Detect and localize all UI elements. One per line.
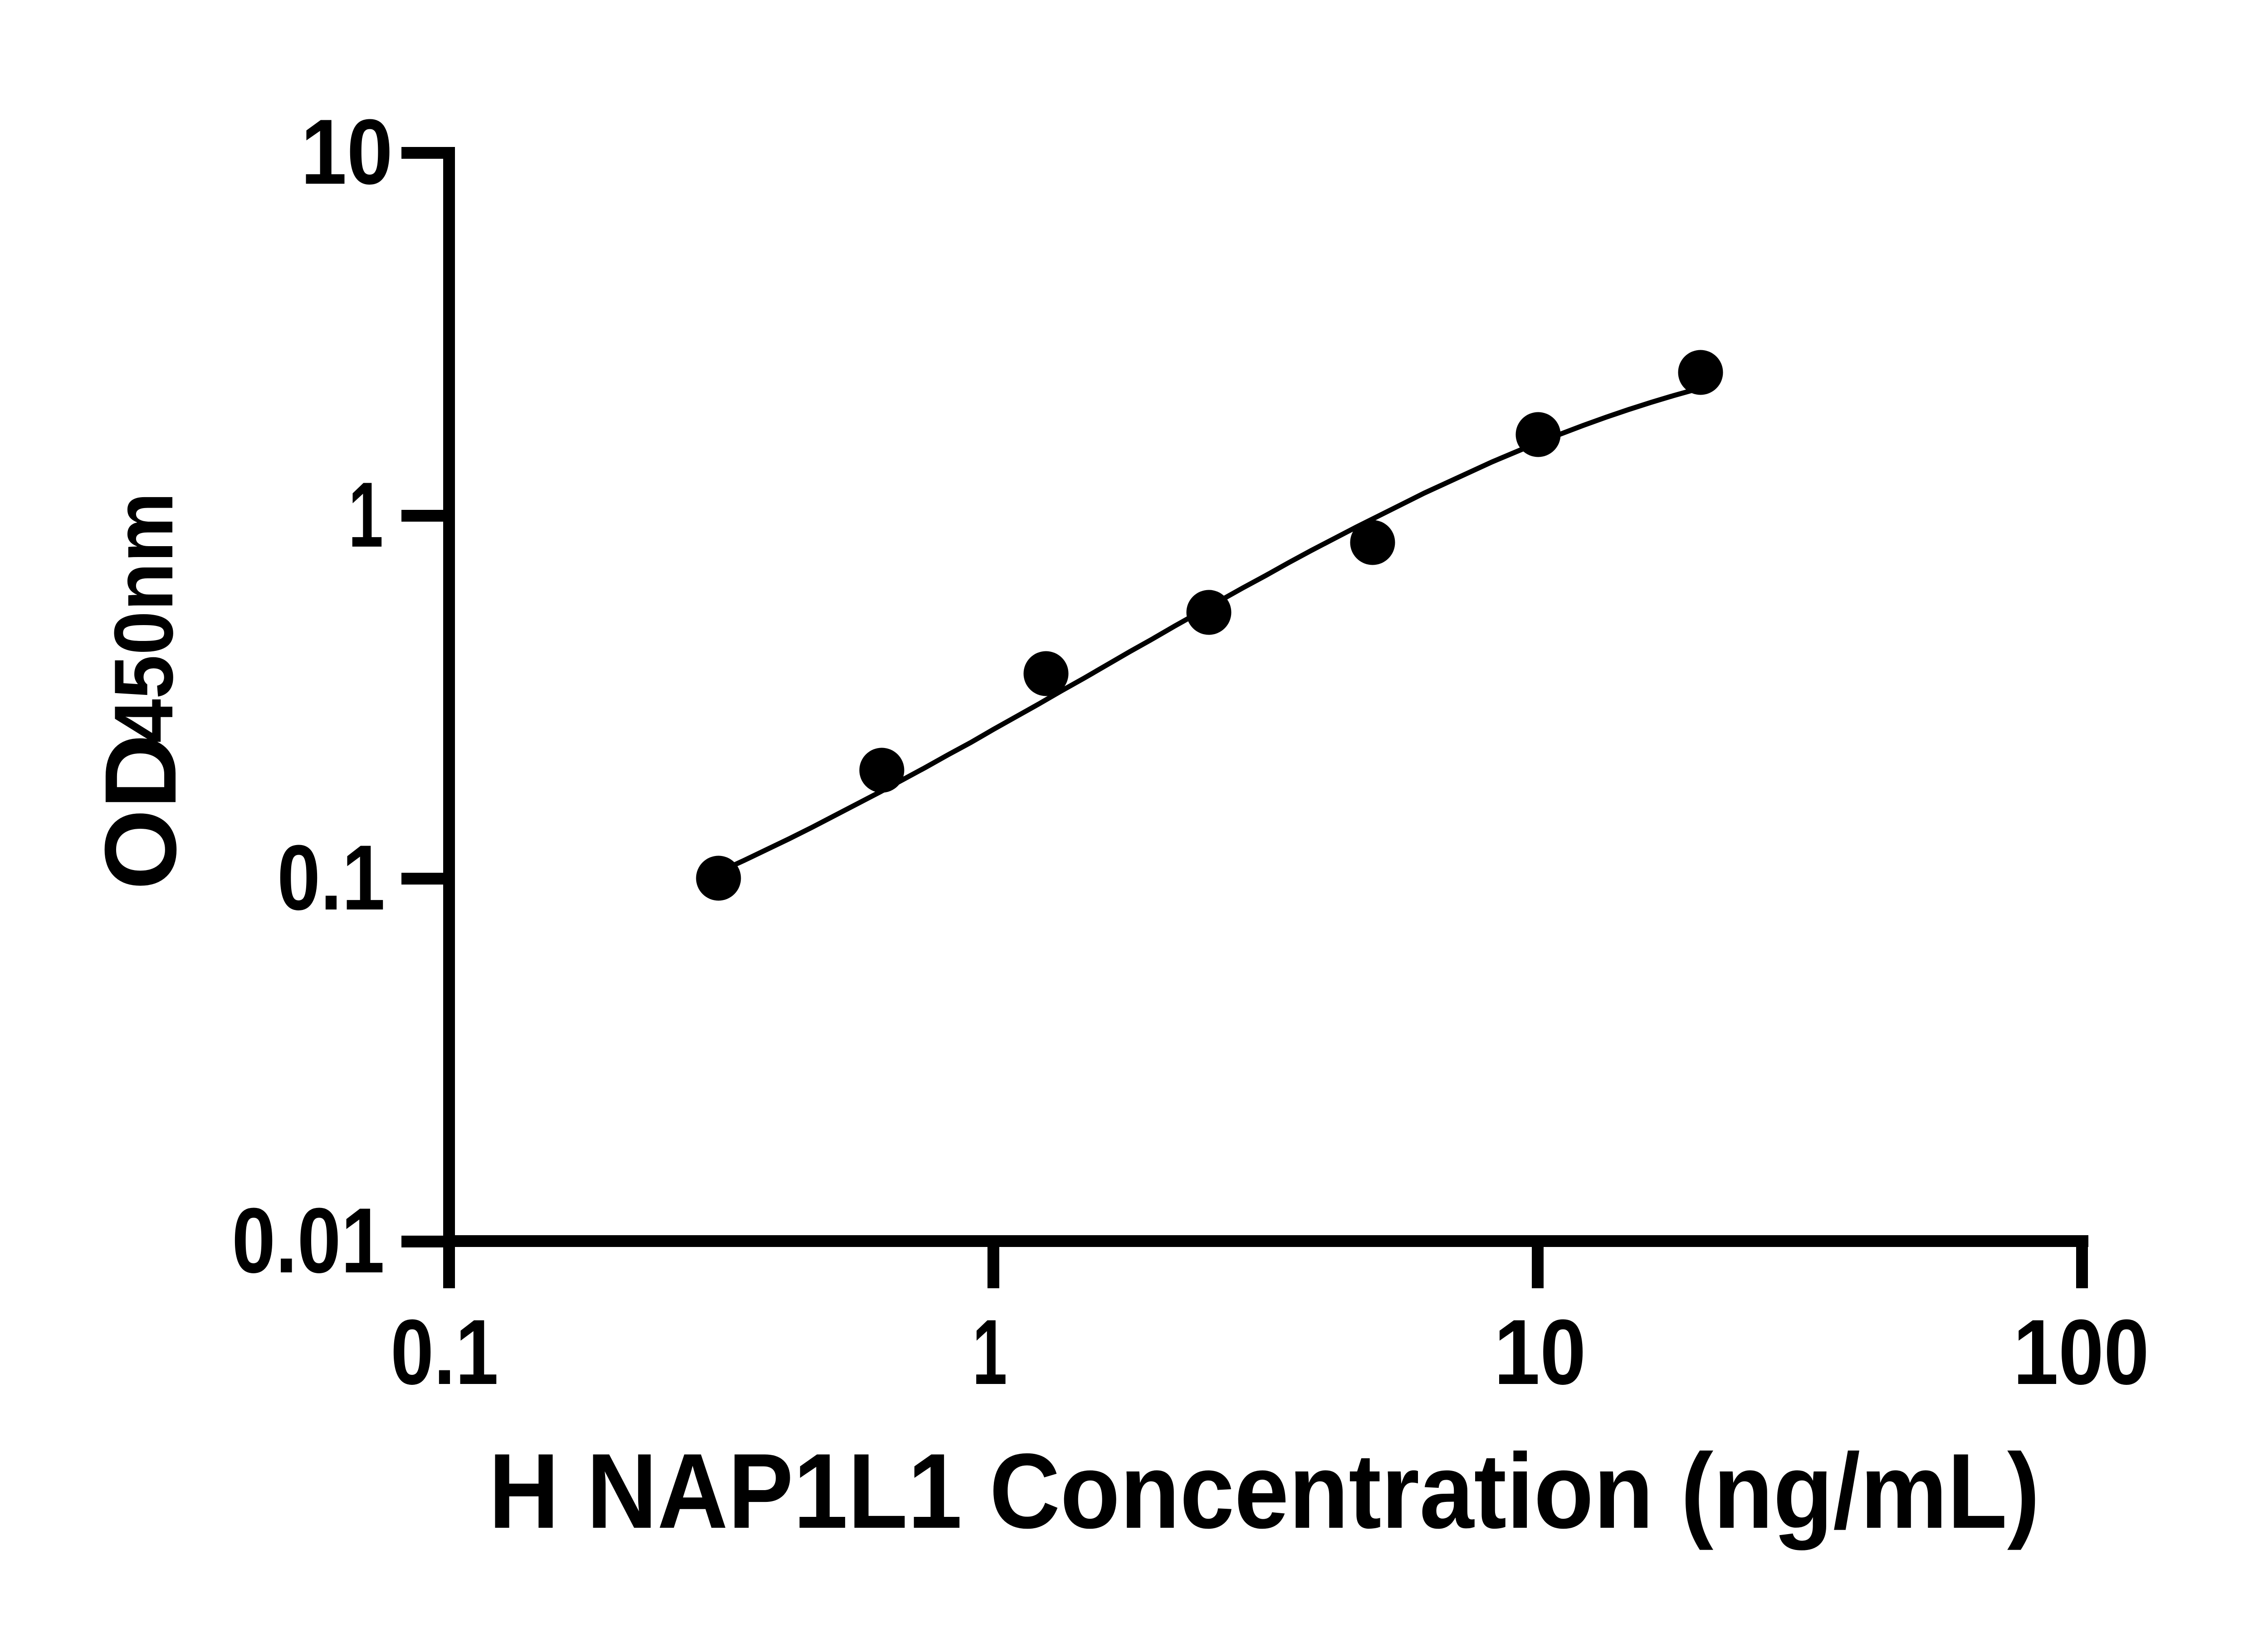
svg-text:OD: OD	[84, 734, 197, 890]
svg-text:0.01: 0.01	[232, 1189, 385, 1292]
svg-text:1: 1	[973, 1301, 1007, 1404]
svg-text:450nm: 450nm	[97, 492, 190, 743]
svg-text:0.1: 0.1	[391, 1301, 499, 1404]
svg-text:H NAP1L1 Concentration (ng/mL): H NAP1L1 Concentration (ng/mL)	[489, 1431, 2040, 1550]
svg-text:0.1: 0.1	[277, 826, 385, 929]
svg-text:100: 100	[2013, 1301, 2149, 1404]
svg-text:10: 10	[1494, 1301, 1586, 1404]
svg-text:1: 1	[348, 463, 383, 567]
svg-text:10: 10	[301, 100, 393, 204]
